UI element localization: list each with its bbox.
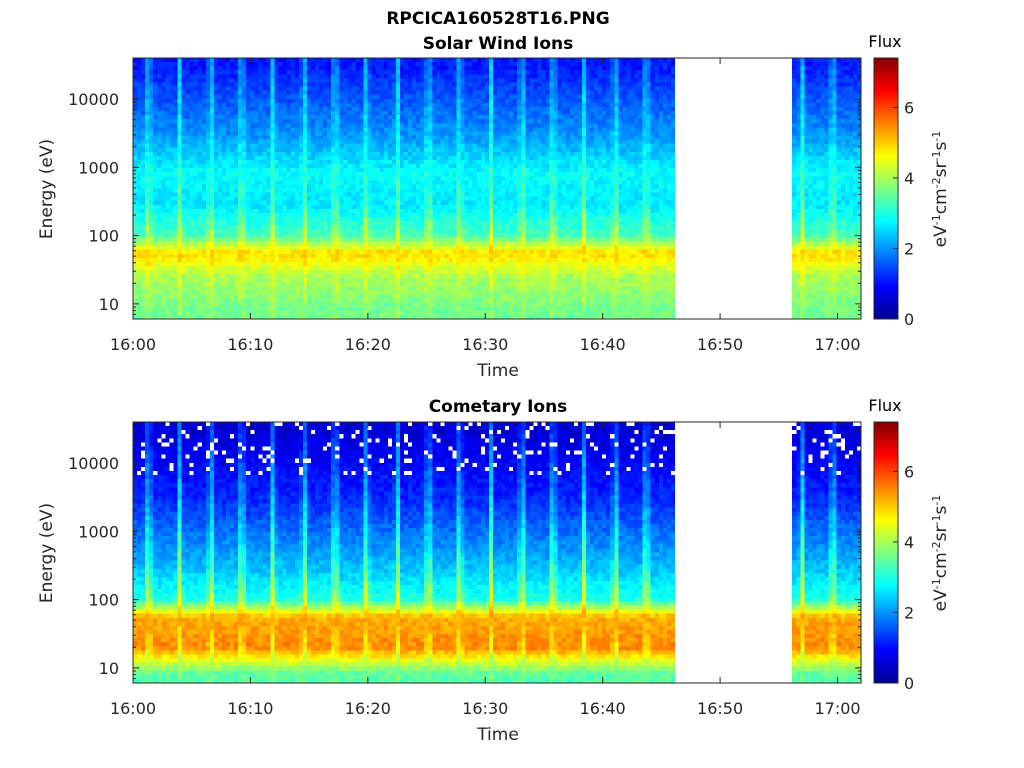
cometary-y-label: Energy (eV): [37, 503, 57, 603]
colorbar-gradient: [873, 421, 899, 684]
colorbar-tick-label: 4: [904, 533, 914, 552]
cometary-heatmap: [133, 422, 861, 683]
heatmap-image: [133, 58, 861, 319]
solar-wind-plot-area: [132, 57, 862, 320]
colorbar-tick-label: 6: [904, 98, 914, 117]
y-tick-label: 1000: [78, 522, 119, 541]
x-tick-label: 16:40: [580, 699, 626, 718]
colorbar-unit-label: eV-1cm-2sr-1s-1: [930, 131, 951, 248]
x-tick-label: 16:30: [462, 699, 508, 718]
y-tick-label: 10000: [68, 454, 119, 473]
solar-wind-x-axis: 16:00 16:10 16:20 16:30 16:40 16:50 17:00: [110, 58, 861, 354]
colorbar-ticks: 0 2 4 6: [893, 98, 914, 329]
cometary-x-axis: 16:00 16:10 16:20 16:30 16:40 16:50 17:00: [110, 422, 861, 718]
figure-title: RPCICA160528T16.PNG: [386, 9, 609, 29]
colorbar-unit-label: eV-1cm-2sr-1s-1: [930, 495, 951, 612]
x-tick-label: 16:00: [110, 335, 156, 354]
colorbar-tick-label: 2: [904, 603, 914, 622]
x-tick-label: 16:40: [580, 335, 626, 354]
heatmap-image: [133, 422, 861, 683]
y-tick-label: 100: [88, 591, 119, 610]
x-tick-label: 16:10: [227, 335, 273, 354]
x-tick-label: 16:30: [462, 335, 508, 354]
solar-wind-heatmap: [133, 58, 861, 319]
colorbar-title: Flux: [868, 32, 901, 51]
y-tick-label: 1000: [78, 158, 119, 177]
panel-title-cometary: Cometary Ions: [429, 397, 568, 417]
x-tick-label: 16:00: [110, 699, 156, 718]
x-tick-label: 16:20: [345, 699, 391, 718]
y-tick-label: 10: [99, 295, 119, 314]
solar-wind-ions-panel: Solar Wind Ions 16:00 16:10 16:20 16:30 16:4…: [37, 32, 951, 381]
colorbar-tick-label: 0: [904, 674, 914, 693]
solar-wind-y-label: Energy (eV): [37, 139, 57, 239]
cometary-plot-area: [132, 421, 862, 684]
x-tick-label: 16:20: [345, 335, 391, 354]
colorbar-tick-label: 4: [904, 169, 914, 188]
x-tick-label: 16:50: [697, 335, 743, 354]
colorbar-ticks: 0 2 4 6: [893, 462, 914, 693]
cometary-colorbar: Flux 0 2 4 6 eV-1cm-2sr-1s-1: [868, 396, 951, 693]
panel-title-solar-wind: Solar Wind Ions: [423, 34, 574, 54]
cometary-y-axis: 10 100 1000 10000: [68, 421, 861, 684]
solar-wind-x-label: Time: [476, 361, 519, 381]
colorbar-tick-label: 0: [904, 310, 914, 329]
cometary-x-label: Time: [476, 725, 519, 745]
y-tick-label: 100: [88, 227, 119, 246]
colorbar-gradient: [873, 57, 899, 320]
cometary-ions-panel: Cometary Ions 16:00 16:10 16:20 16:30 16:40 1…: [37, 396, 951, 745]
y-tick-label: 10: [99, 659, 119, 678]
x-tick-label: 16:50: [697, 699, 743, 718]
colorbar-tick-label: 6: [904, 462, 914, 481]
x-tick-label: 16:10: [227, 699, 273, 718]
x-tick-label: 17:00: [814, 699, 860, 718]
x-tick-label: 17:00: [814, 335, 860, 354]
y-tick-label: 10000: [68, 90, 119, 109]
solar-wind-y-axis: 10 100 1000 10000: [68, 57, 861, 320]
solar-wind-colorbar: Flux 0 2 4 6 eV-1cm-2sr-1s-1: [868, 32, 951, 329]
colorbar-title: Flux: [868, 396, 901, 415]
colorbar-tick-label: 2: [904, 239, 914, 258]
